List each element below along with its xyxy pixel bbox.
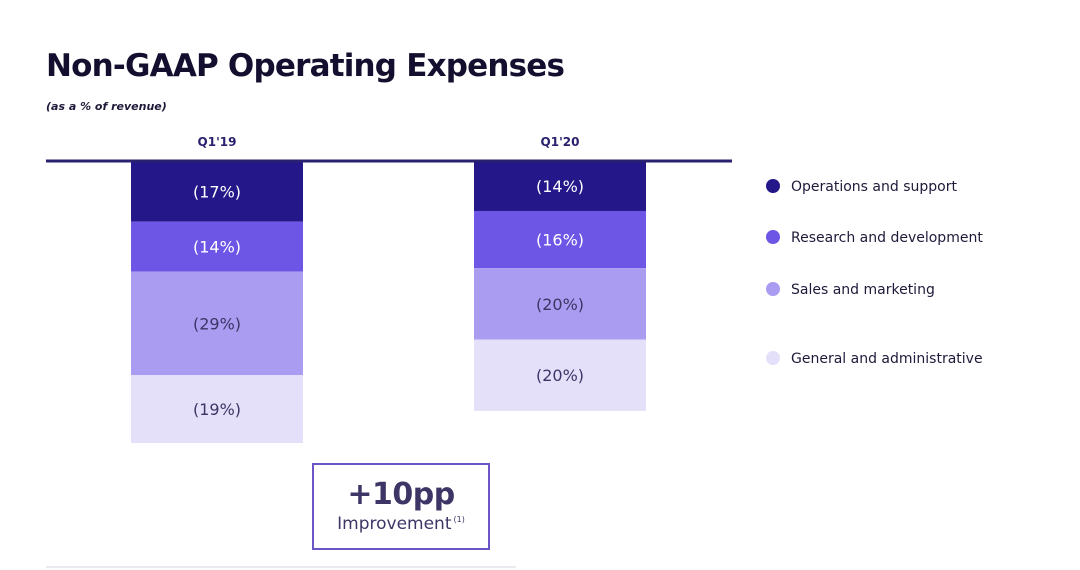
category-label: Q1'19 — [198, 135, 237, 149]
data-label: (20%) — [536, 366, 584, 385]
legend-marker — [766, 230, 780, 244]
data-label: (20%) — [536, 295, 584, 314]
legend-marker — [766, 179, 780, 193]
legend-marker — [766, 351, 780, 365]
bar-segment — [474, 268, 646, 340]
improvement-value: +10pp — [347, 477, 455, 512]
page-title: Non-GAAP Operating Expenses — [46, 48, 565, 84]
data-label: (17%) — [193, 182, 241, 201]
legend-label: Research and development — [791, 230, 983, 246]
data-label: (29%) — [193, 314, 241, 333]
data-label: (19%) — [193, 400, 241, 419]
page-subtitle: (as a % of revenue) — [46, 100, 167, 113]
bar-segment — [131, 221, 303, 272]
data-label: (14%) — [536, 177, 584, 196]
footnote-strip — [46, 566, 516, 568]
bar-segment — [474, 161, 646, 211]
legend-label: Operations and support — [791, 179, 957, 195]
legend-label: General and administrative — [791, 351, 983, 367]
data-label: (14%) — [193, 238, 241, 257]
legend-label: Sales and marketing — [791, 282, 935, 298]
category-label: Q1'20 — [541, 135, 580, 149]
bar-segment — [474, 339, 646, 411]
legend-marker — [766, 282, 780, 296]
bar-segment — [131, 161, 303, 222]
footnote-marker: (1) — [453, 515, 465, 525]
bar-segment — [131, 271, 303, 376]
data-label: (16%) — [536, 231, 584, 250]
bar-segment — [474, 210, 646, 269]
improvement-label-row: Improvement (1) — [314, 514, 488, 534]
improvement-callout: +10pp Improvement (1) — [312, 463, 490, 550]
improvement-label: Improvement — [337, 514, 452, 534]
bar-segment — [131, 375, 303, 444]
